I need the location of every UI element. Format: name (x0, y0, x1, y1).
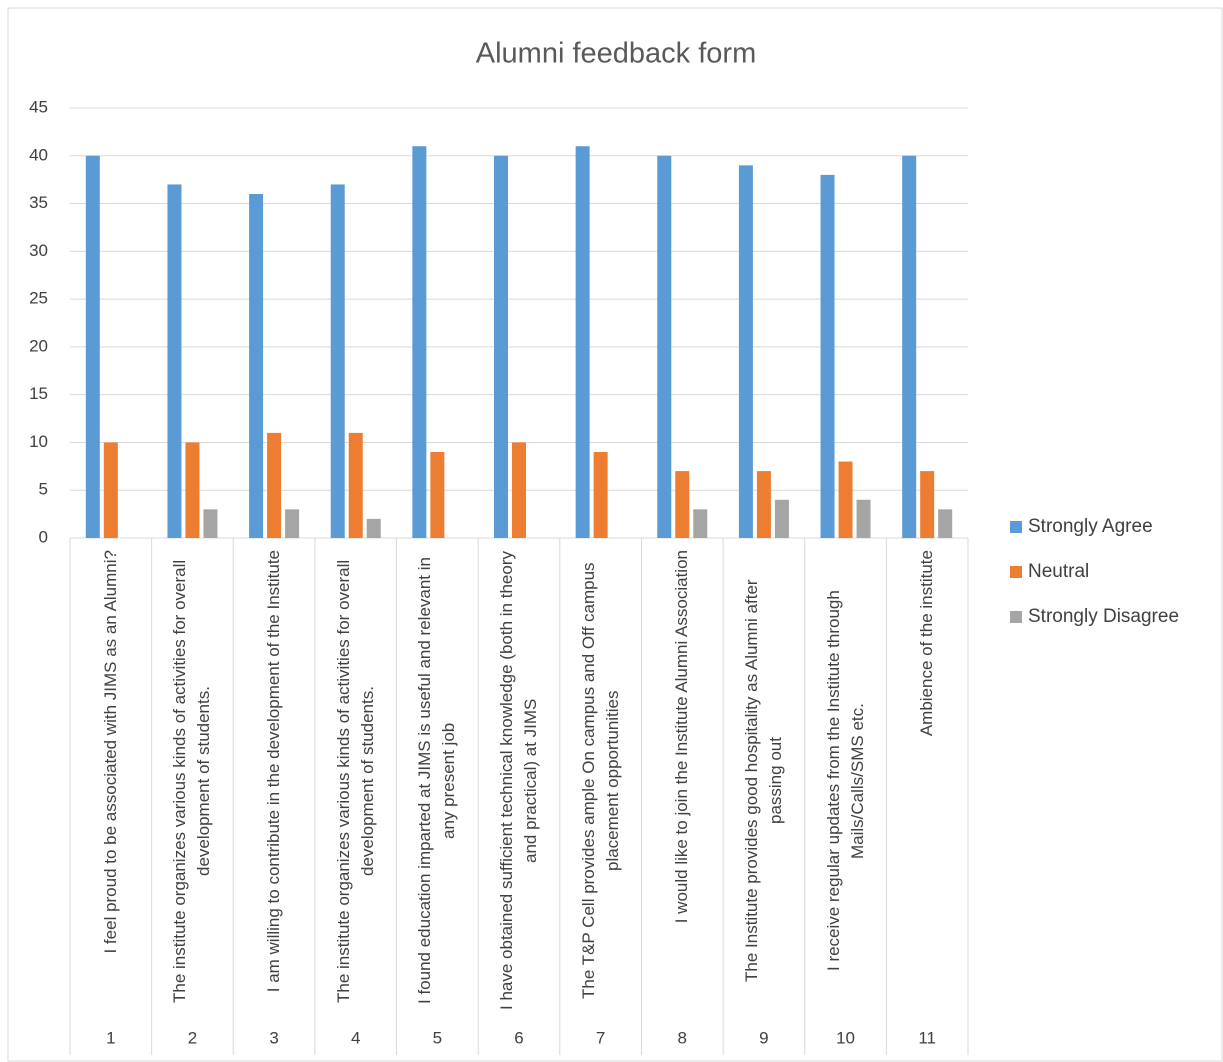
category-label: I am willing to contribute in the develo… (264, 550, 284, 993)
legend-label: Strongly Disagree (1028, 606, 1179, 627)
bar (675, 471, 690, 538)
category-label: The institute organizes various kinds of… (333, 559, 377, 1003)
bar (85, 155, 100, 538)
category-label-box: Ambience of the institute (892, 550, 962, 1020)
category-number: 3 (269, 1028, 278, 1047)
legend-label: Strongly Agree (1028, 516, 1153, 537)
y-tick-label: 0 (39, 527, 48, 546)
category-number: 9 (759, 1028, 768, 1047)
bar (285, 509, 300, 538)
category-number: 5 (433, 1028, 442, 1047)
bar (430, 452, 445, 538)
category-label-box: I receive regular updates from the Insti… (811, 550, 881, 1020)
y-tick-label: 30 (29, 241, 48, 260)
category-label: The institute organizes various kinds of… (170, 559, 214, 1003)
bar (902, 155, 917, 538)
category-label-box: I feel proud to be associated with JIMS … (76, 550, 146, 1020)
category-label: Ambience of the institute (917, 550, 937, 737)
y-tick-label: 10 (29, 432, 48, 451)
bar (267, 432, 282, 538)
legend-label: Neutral (1028, 561, 1089, 582)
category-label: I receive regular updates from the Insti… (823, 590, 867, 972)
y-tick-label: 15 (29, 384, 48, 403)
y-tick-label: 35 (29, 193, 48, 212)
category-label-box: The institute organizes various kinds of… (321, 550, 391, 1020)
y-tick-label: 45 (29, 97, 48, 116)
bar (575, 146, 590, 538)
bar (693, 509, 708, 538)
bar (330, 184, 345, 538)
category-label: The T&P Cell provides ample On campus an… (578, 562, 622, 1000)
category-label: I would like to join the Institute Alumn… (672, 550, 692, 924)
bar (856, 499, 871, 538)
bar (366, 518, 381, 538)
category-number: 6 (514, 1028, 523, 1047)
bar (738, 165, 753, 539)
category-label-box: The Institute provides good hospitality … (729, 550, 799, 1020)
bar (512, 442, 526, 538)
bar (838, 461, 853, 538)
y-tick-label: 40 (29, 145, 48, 164)
category-number: 2 (188, 1028, 197, 1047)
category-label-box: I am willing to contribute in the develo… (239, 550, 309, 1020)
bar (412, 146, 427, 538)
category-number: 10 (836, 1028, 855, 1047)
bar (774, 499, 789, 538)
bar (820, 174, 835, 538)
y-tick-label: 20 (29, 336, 48, 355)
bar (103, 442, 118, 538)
bar (657, 155, 672, 538)
bar (348, 432, 363, 538)
category-label: I have obtained sufficient technical kno… (497, 551, 540, 1011)
category-label-box: I have obtained sufficient technical kno… (484, 550, 554, 1020)
bar (249, 194, 264, 538)
bar (756, 471, 771, 538)
bar (167, 184, 182, 538)
bar (494, 155, 508, 538)
category-label-box: The T&P Cell provides ample On campus an… (566, 550, 636, 1020)
category-number: 8 (678, 1028, 687, 1047)
bar (185, 442, 200, 538)
bar (593, 452, 608, 538)
category-number: 1 (106, 1028, 115, 1047)
category-label: The Institute provides good hospitality … (741, 579, 785, 983)
chart-title: Alumni feedback form (476, 38, 756, 70)
legend-swatch (1010, 521, 1022, 533)
y-tick-label: 25 (29, 289, 48, 308)
category-label-box: I found education imparted at JIMS is us… (402, 550, 472, 1020)
bar (203, 509, 218, 538)
category-label-box: I would like to join the Institute Alumn… (647, 550, 717, 1020)
category-label-box: The institute organizes various kinds of… (157, 550, 227, 1020)
y-tick-label: 5 (39, 480, 48, 499)
category-label: I found education imparted at JIMS is us… (415, 557, 459, 1005)
legend-swatch (1010, 566, 1022, 578)
bar (938, 509, 953, 538)
category-number: 7 (596, 1028, 605, 1047)
category-label: I feel proud to be associated with JIMS … (100, 550, 120, 954)
category-number: 11 (918, 1028, 936, 1047)
bar (920, 471, 935, 538)
legend-swatch (1010, 611, 1022, 623)
category-number: 4 (351, 1028, 360, 1047)
